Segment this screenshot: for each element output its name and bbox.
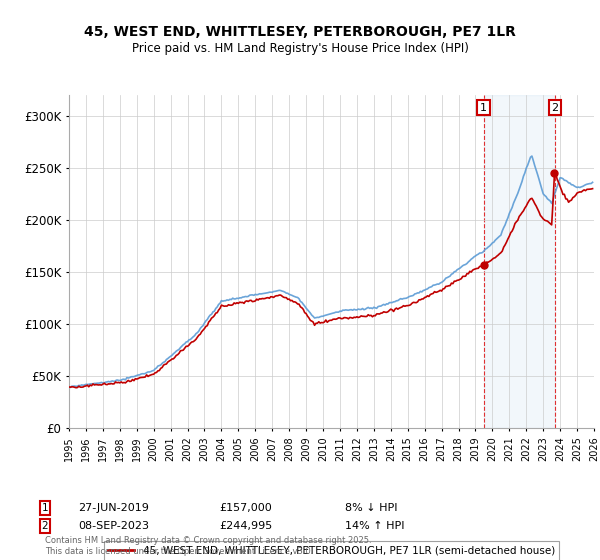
Text: 1: 1 (480, 102, 487, 113)
Text: Price paid vs. HM Land Registry's House Price Index (HPI): Price paid vs. HM Land Registry's House … (131, 42, 469, 55)
Text: 8% ↓ HPI: 8% ↓ HPI (345, 503, 398, 513)
Text: 1: 1 (41, 503, 49, 513)
Text: Contains HM Land Registry data © Crown copyright and database right 2025.
This d: Contains HM Land Registry data © Crown c… (45, 536, 371, 556)
Text: 14% ↑ HPI: 14% ↑ HPI (345, 521, 404, 531)
Text: 27-JUN-2019: 27-JUN-2019 (78, 503, 149, 513)
Text: £157,000: £157,000 (219, 503, 272, 513)
Text: 2: 2 (41, 521, 49, 531)
Bar (484, 95, 555, 428)
Text: 45, WEST END, WHITTLESEY, PETERBOROUGH, PE7 1LR: 45, WEST END, WHITTLESEY, PETERBOROUGH, … (84, 25, 516, 39)
Text: 08-SEP-2023: 08-SEP-2023 (78, 521, 149, 531)
Text: £244,995: £244,995 (219, 521, 272, 531)
Legend: 45, WEST END, WHITTLESEY, PETERBOROUGH, PE7 1LR (semi-detached house), HPI: Aver: 45, WEST END, WHITTLESEY, PETERBOROUGH, … (104, 542, 559, 560)
Text: 2: 2 (551, 102, 559, 113)
